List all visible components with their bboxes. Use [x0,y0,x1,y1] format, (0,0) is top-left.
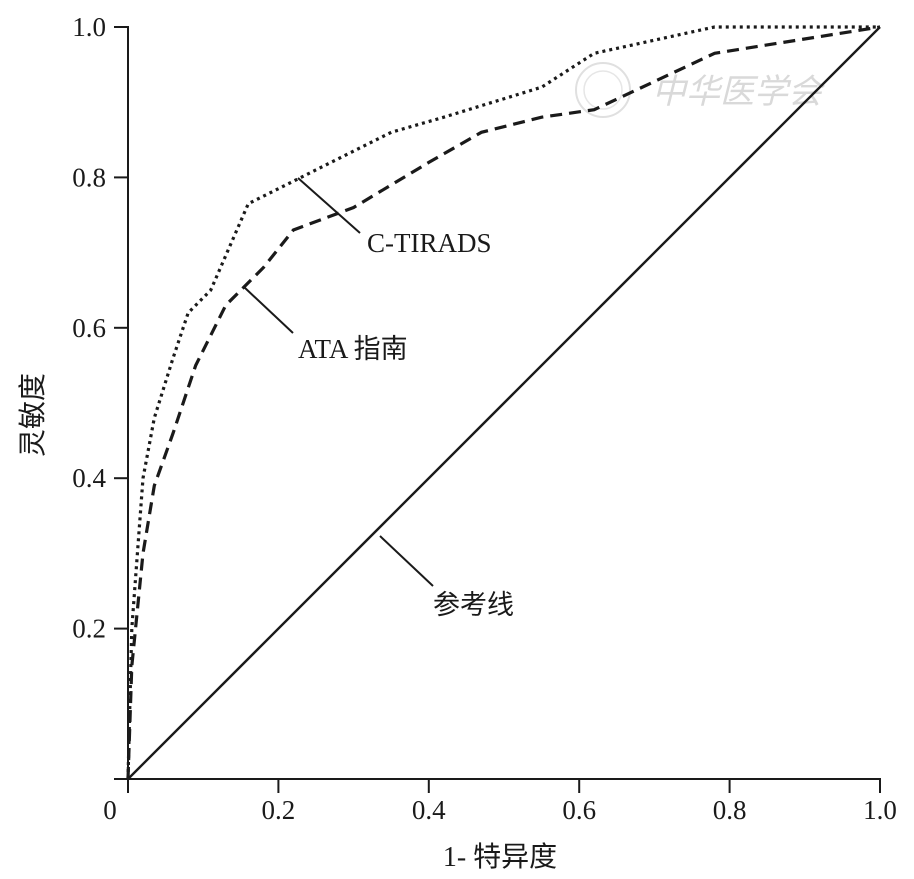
watermark: 中华医学会 [575,62,826,118]
x-tick-label: 0 [103,795,117,825]
axes: 0 0.2 0.4 0.6 0.8 1.0 0.2 0.4 0.6 0.8 1.0 [72,12,897,825]
x-tick-label: 0.8 [713,795,747,825]
x-tick-label: 1.0 [863,795,897,825]
annotation-label: C-TIRADS [367,228,492,258]
x-tick-label: 0.6 [562,795,596,825]
watermark-text: 中华医学会 [652,72,826,112]
annotation-leader-line [379,535,434,587]
x-tick-label: 0.2 [262,795,296,825]
y-axis-title: 灵敏度 [17,373,49,457]
annotation-leader-line [243,286,294,334]
x-axis-title: 1- 特异度 [443,841,557,873]
y-tick-label: 0.2 [72,614,106,644]
y-tick-label: 1.0 [72,12,106,42]
watermark-seal-inner-icon [583,70,623,110]
y-tick-label: 0.4 [72,463,106,493]
y-tick-label: 0.6 [72,313,106,343]
watermark-seal-icon [575,62,631,118]
series-group [126,25,881,780]
series-line-3 [127,26,881,780]
annotation-label: ATA 指南 [298,334,408,364]
annotation-leader-line [297,177,361,234]
y-tick-label: 0.8 [72,162,106,192]
x-tick-label: 0.4 [412,795,446,825]
annotation-label: 参考线 [433,590,514,620]
